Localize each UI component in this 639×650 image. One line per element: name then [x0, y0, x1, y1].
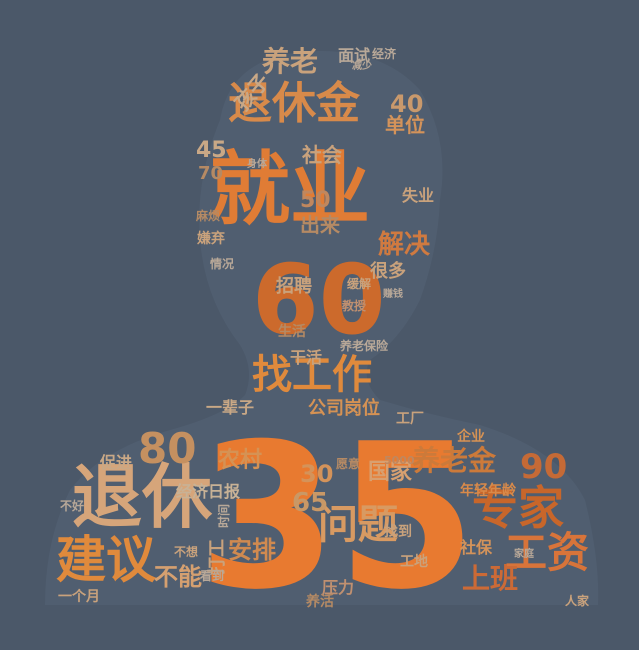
- word-14: 解决: [378, 230, 431, 260]
- word-28: 70: [198, 163, 224, 184]
- word-27: 45: [196, 138, 227, 163]
- word-46: 养老保险: [340, 339, 389, 353]
- word-37: 麻烦: [196, 209, 221, 223]
- word-49: 企业: [457, 429, 485, 445]
- word-9: 问题: [318, 502, 398, 548]
- word-6: 建议: [56, 531, 156, 589]
- word-12: 80: [138, 424, 197, 473]
- word-53: 时间: [217, 503, 232, 529]
- word-44: 生活: [278, 324, 306, 340]
- word-3: 退休金: [228, 78, 360, 129]
- word-50: 促进: [100, 453, 133, 472]
- word-52: 愿意: [336, 457, 361, 471]
- word-60: 社保: [460, 538, 493, 557]
- word-65: 家庭: [514, 549, 534, 560]
- word-31: 农村: [218, 448, 263, 473]
- word-4: 退休: [72, 456, 212, 538]
- word-61: 不好: [60, 499, 85, 513]
- word-13: 90: [520, 447, 568, 487]
- word-41: 情况: [210, 257, 235, 271]
- word-2: 60: [252, 244, 386, 356]
- word-20: 不能: [154, 563, 202, 591]
- word-34: 面试: [338, 46, 371, 65]
- word-63: 身体: [247, 159, 267, 170]
- word-62: 一个月: [58, 589, 100, 605]
- word-47: 一辈子: [206, 398, 255, 417]
- word-64: 减少: [352, 61, 372, 72]
- word-56: 找到: [384, 524, 412, 540]
- word-67: 赚钱: [383, 289, 403, 300]
- word-39: 招聘: [276, 276, 312, 297]
- word-22: 单位: [385, 113, 425, 137]
- word-51: 5000: [384, 454, 415, 467]
- word-0: 35: [198, 401, 477, 634]
- word-55: 看到: [200, 569, 225, 583]
- word-40: 很多: [370, 261, 406, 282]
- word-19: 上班: [462, 562, 519, 595]
- word-38: 失业: [402, 186, 435, 205]
- word-15: 国家: [368, 460, 413, 485]
- word-43: 教授: [342, 299, 367, 313]
- word-57: 工地: [400, 554, 428, 570]
- word-66: 人家: [565, 594, 590, 608]
- word-8: 找工作: [252, 352, 372, 398]
- word-23: 社会: [302, 143, 342, 167]
- word-7: 工资: [505, 528, 590, 577]
- word-48: 工厂: [396, 411, 424, 427]
- word-25: 50: [300, 188, 331, 213]
- word-35: 经济: [372, 47, 397, 61]
- word-58: 压力: [322, 578, 355, 597]
- word-11: 养老: [262, 45, 319, 78]
- word-29: 65: [292, 488, 329, 518]
- word-10: 养老金: [412, 444, 497, 477]
- word-32: 经济日报: [176, 482, 241, 501]
- word-45: 干活: [290, 348, 323, 367]
- word-30: 30: [300, 460, 334, 488]
- word-59: 养活: [306, 594, 334, 610]
- word-24: 出来: [300, 213, 340, 237]
- word-54: 不想: [174, 545, 199, 559]
- word-26: 40: [390, 90, 424, 118]
- word-1: 就业: [210, 143, 370, 236]
- word-42: 缓解: [347, 277, 372, 291]
- word-18: 安排: [228, 536, 276, 564]
- word-36: 嫌弃: [197, 231, 225, 247]
- word-5: 专家: [472, 481, 564, 535]
- word-17: 公司岗位: [308, 398, 380, 419]
- word-16: 年轻年龄: [460, 483, 516, 499]
